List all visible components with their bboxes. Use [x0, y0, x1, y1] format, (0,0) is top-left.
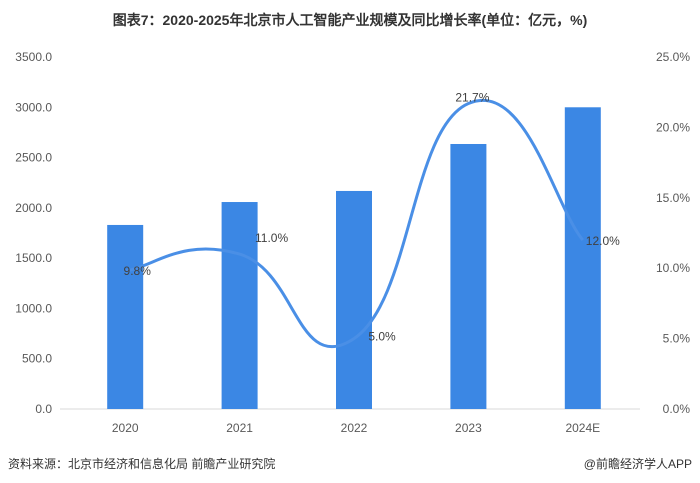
right-axis-tick-label: 5.0% — [663, 332, 691, 346]
credit-note: @前瞻经济学人APP — [584, 456, 692, 471]
x-axis-tick-label: 2021 — [226, 421, 253, 435]
left-axis-tick-label: 2000.0 — [15, 201, 52, 215]
source-note: 资料来源：北京市经济和信息化局 前瞻产业研究院 — [8, 456, 275, 471]
left-axis-tick-label: 2500.0 — [15, 151, 52, 165]
bar-2024E — [564, 107, 601, 410]
growth-rate-label: 9.8% — [124, 264, 152, 278]
left-axis-tick-label: 0.0 — [35, 402, 52, 416]
x-axis-tick-label: 2023 — [455, 421, 482, 435]
growth-rate-label: 5.0% — [368, 330, 396, 344]
growth-rate-label: 11.0% — [255, 231, 288, 245]
growth-rate-line — [124, 99, 584, 348]
left-axis-tick-label: 3000.0 — [15, 100, 52, 114]
right-axis-tick-label: 10.0% — [656, 261, 690, 275]
chart-title: 图表7：2020-2025年北京市人工智能产业规模及同比增长率(单位：亿元，%) — [113, 12, 588, 28]
growth-rate-label: 12.0% — [586, 234, 620, 248]
left-axis-tick-label: 3500.0 — [15, 50, 52, 64]
x-axis-tick-label: 2020 — [112, 421, 139, 435]
bar-2023 — [450, 143, 487, 409]
right-axis-tick-label: 0.0% — [663, 402, 691, 416]
bar-2020 — [107, 224, 144, 409]
right-axis-tick-label: 15.0% — [656, 191, 690, 205]
left-axis-tick-label: 1500.0 — [15, 251, 52, 265]
left-axis-tick-label: 500.0 — [22, 352, 52, 366]
x-axis-tick-label: 2022 — [341, 421, 368, 435]
bar-2021 — [221, 202, 258, 409]
growth-rate-label: 21.7% — [455, 90, 489, 104]
left-axis-tick-label: 1000.0 — [15, 301, 52, 315]
bar-2022 — [336, 190, 372, 409]
right-axis-tick-label: 20.0% — [656, 120, 690, 134]
right-axis-tick-label: 25.0% — [656, 50, 690, 64]
x-axis-tick-label: 2024E — [565, 421, 600, 435]
